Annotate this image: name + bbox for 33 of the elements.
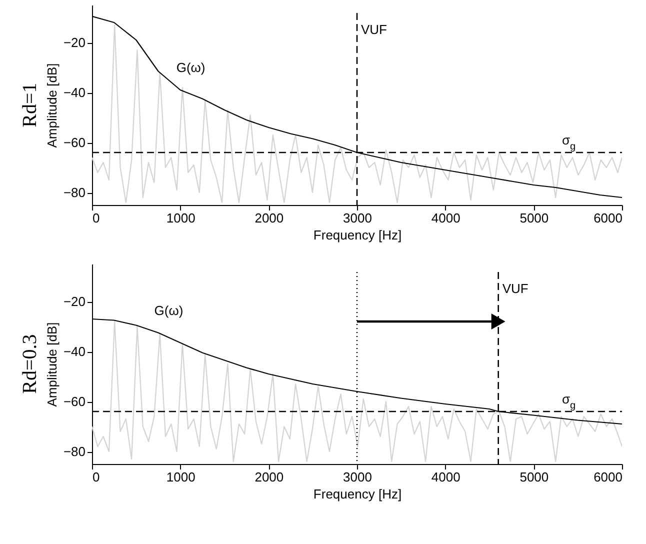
x-tick-label: 1000 xyxy=(166,470,196,484)
x-tick-label: 2000 xyxy=(254,470,284,484)
x-tick-label: 0 xyxy=(92,210,100,226)
y-axis-title: Amplitude [dB] xyxy=(44,63,60,148)
x-tick-label: 6000 xyxy=(594,470,622,484)
y-tick-label: −20 xyxy=(63,294,86,309)
y-axis-title: Amplitude [dB] xyxy=(44,322,60,407)
x-tick-label: 5000 xyxy=(520,470,549,484)
ref-line-label: VUF xyxy=(361,22,388,37)
x-tick-label: 3000 xyxy=(343,470,372,484)
y-tick-label: −60 xyxy=(63,394,86,409)
ref-line-label: VUF xyxy=(502,281,528,296)
series-label: G(ω) xyxy=(176,60,206,75)
x-tick-label: 0 xyxy=(92,470,100,484)
x-tick-label: 6000 xyxy=(594,210,622,226)
y-tick-label: −60 xyxy=(63,135,86,150)
x-tick-label: 4000 xyxy=(431,210,460,226)
text: Rd=0.3 xyxy=(19,334,41,394)
y-tick-label: −40 xyxy=(63,85,86,100)
x-axis-title: Frequency [Hz] xyxy=(313,228,402,242)
x-tick-label: 2000 xyxy=(254,210,284,226)
x-tick-label: 1000 xyxy=(166,210,196,226)
x-tick-label: 4000 xyxy=(431,470,460,484)
x-tick-label: 5000 xyxy=(520,210,549,226)
x-axis-title: Frequency [Hz] xyxy=(313,486,402,502)
y-tick-label: −40 xyxy=(63,344,86,359)
line-series xyxy=(92,320,622,462)
series-label: G(ω) xyxy=(154,302,184,318)
y-tick-label: −80 xyxy=(63,444,86,459)
text: Rd=1 xyxy=(19,82,41,128)
x-tick-label: 3000 xyxy=(343,210,372,226)
y-tick-label: −20 xyxy=(63,35,86,50)
y-tick-label: −80 xyxy=(63,185,86,200)
